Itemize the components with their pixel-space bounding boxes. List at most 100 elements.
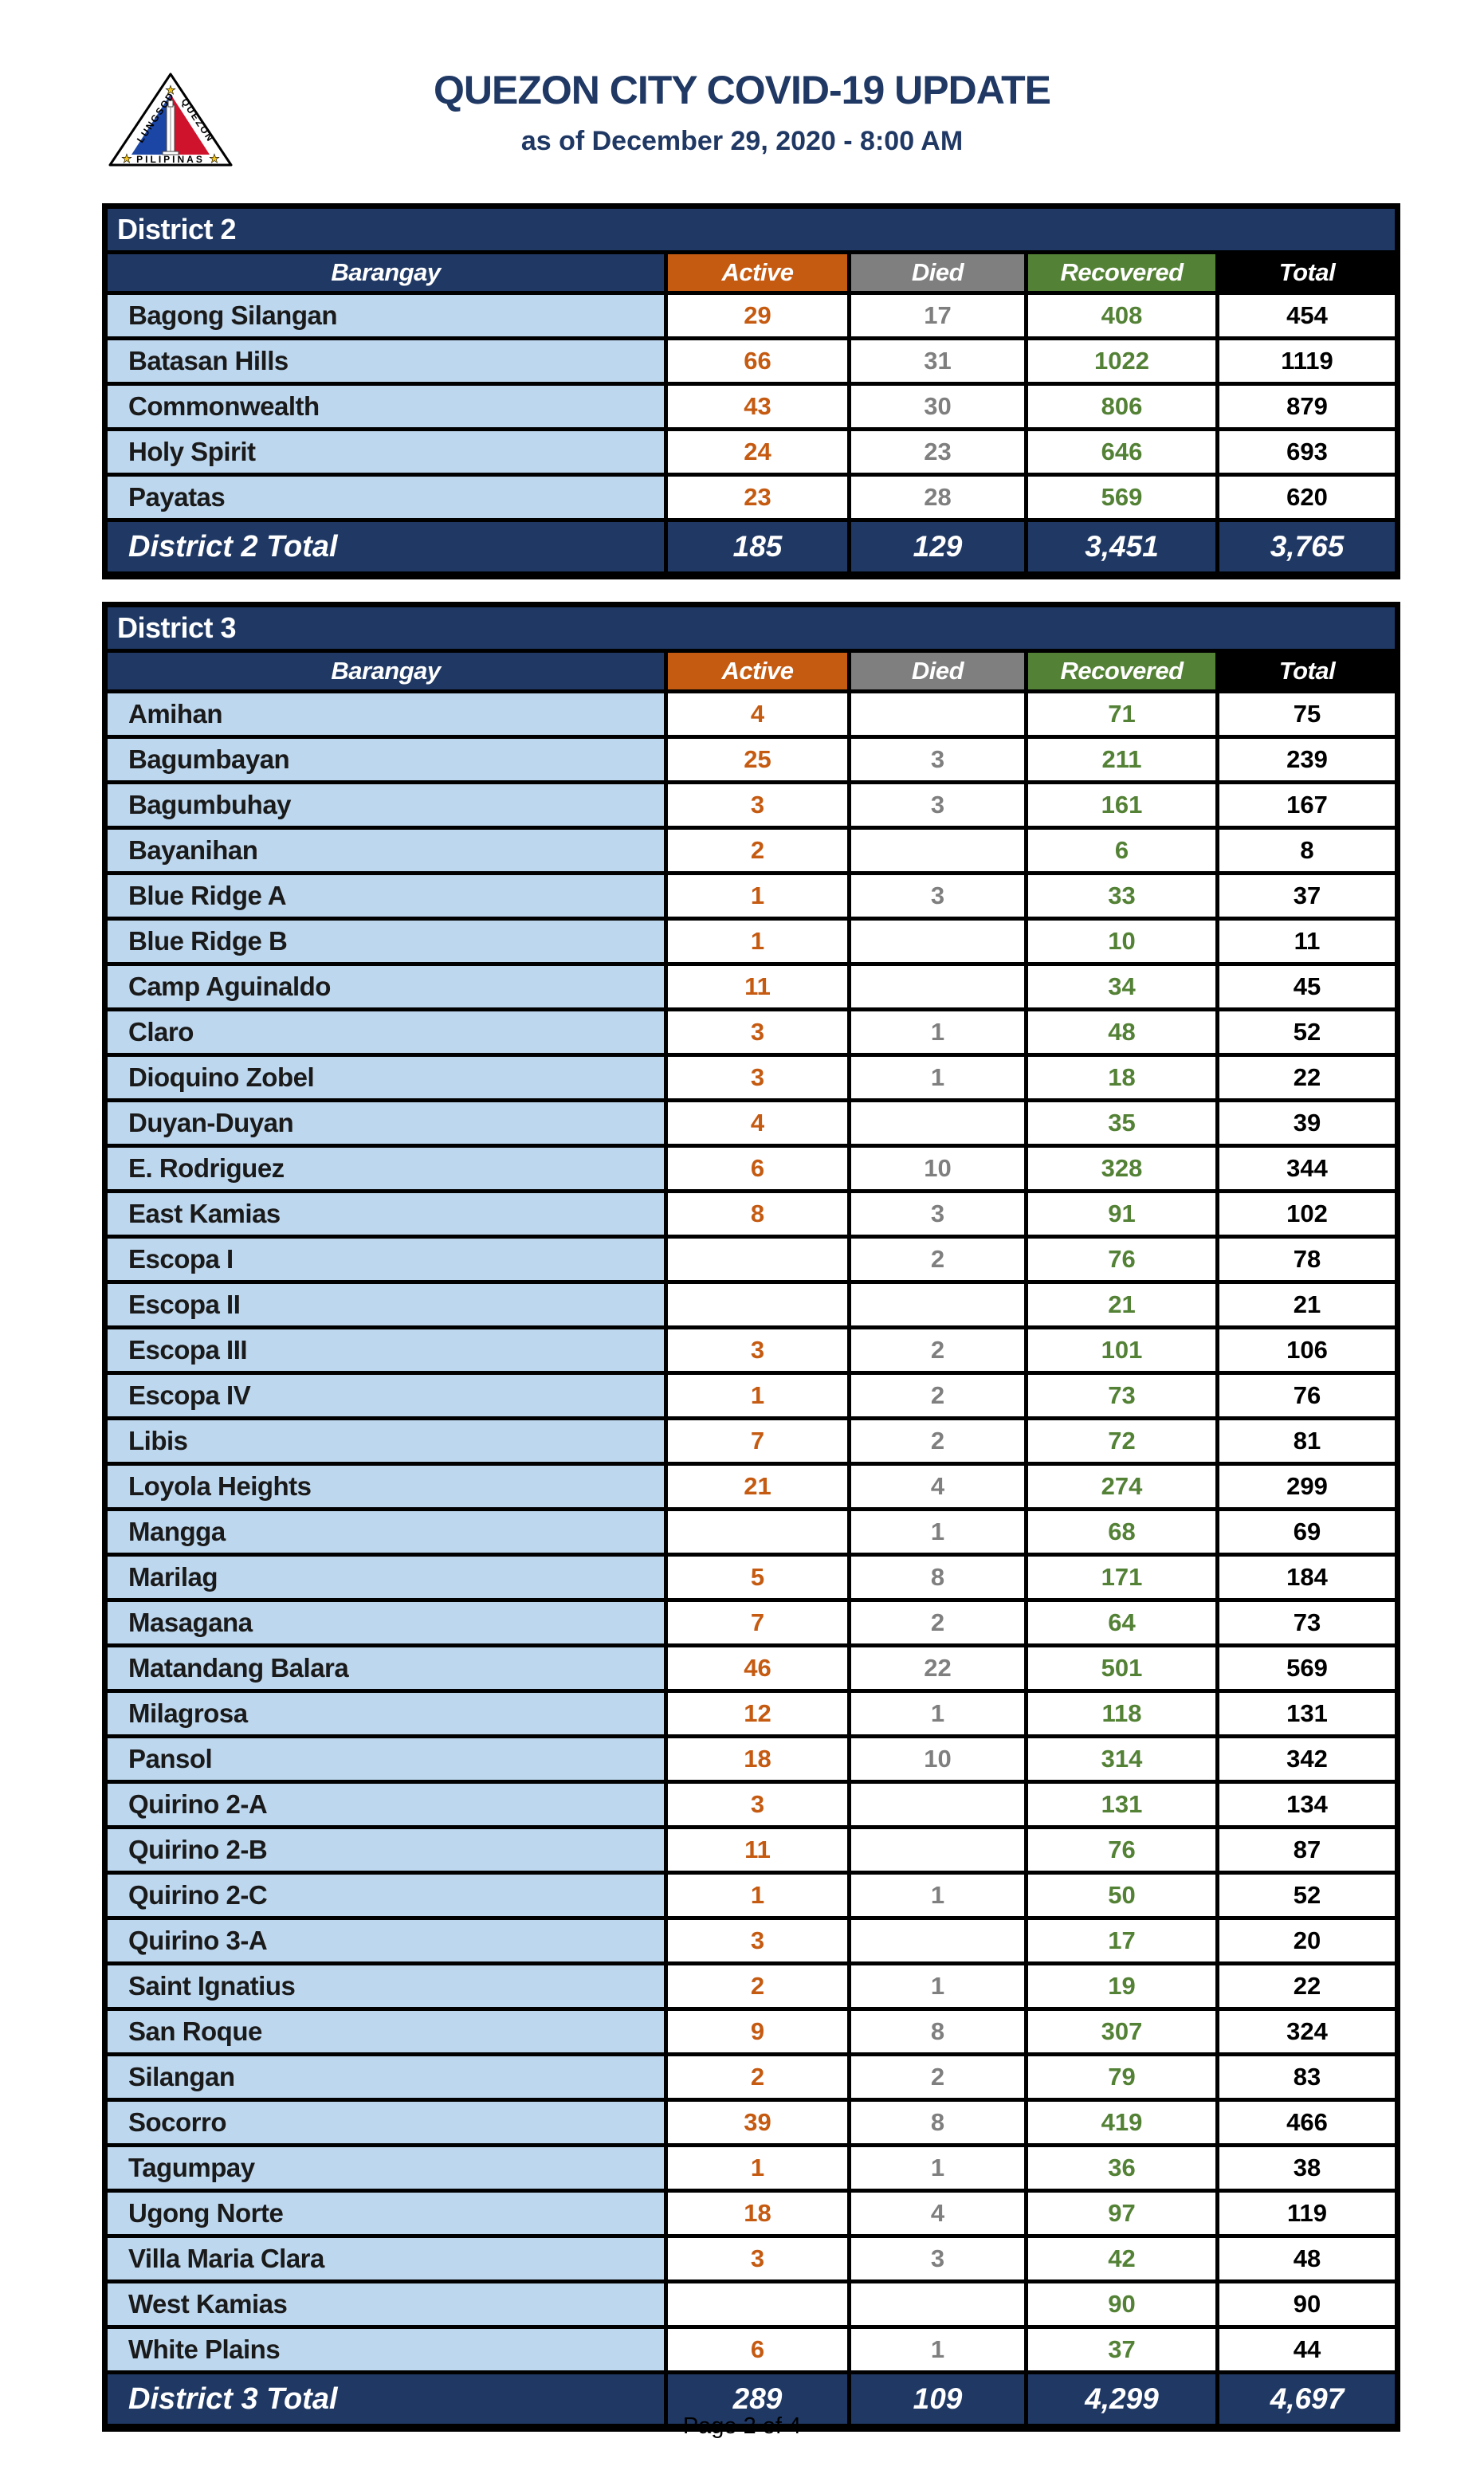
active-cell: 24: [664, 427, 851, 477]
barangay-cell: Pansol: [103, 1734, 668, 1784]
active-cell: 4: [664, 1098, 851, 1148]
svg-text:★: ★: [165, 84, 175, 97]
died-cell: 1: [847, 1053, 1028, 1102]
table-row: Blue Ridge A 1 3 33 37: [103, 871, 1400, 921]
recovered-cell: 10: [1024, 917, 1219, 966]
barangay-cell: Bayanihan: [103, 826, 668, 875]
died-column-header: Died: [847, 649, 1028, 693]
recovered-cell: 97: [1024, 2189, 1219, 2238]
seal-blue-field: [132, 94, 171, 155]
table-row: Quirino 2-A 3 131 134: [103, 1780, 1400, 1829]
died-cell: 8: [847, 1553, 1028, 1602]
table-row: Payatas 23 28 569 620: [103, 473, 1400, 522]
recovered-cell: 72: [1024, 1416, 1219, 1466]
seal-bottom-text: PILIPINAS: [136, 154, 205, 165]
active-cell: 1: [664, 871, 851, 921]
total-cell: 20: [1215, 1916, 1400, 1965]
total-cell: 73: [1215, 1598, 1400, 1647]
barangay-cell: Duyan-Duyan: [103, 1098, 668, 1148]
recovered-cell: 161: [1024, 780, 1219, 830]
barangay-cell: Mangga: [103, 1507, 668, 1557]
died-cell: 31: [847, 336, 1028, 386]
barangay-cell: Villa Maria Clara: [103, 2234, 668, 2283]
died-cell: 30: [847, 382, 1028, 431]
recovered-cell: 79: [1024, 2052, 1219, 2102]
table-row: Escopa I 2 76 78: [103, 1235, 1400, 1284]
recovered-cell: 1022: [1024, 336, 1219, 386]
active-cell: [664, 1235, 851, 1284]
died-cell: 1: [847, 2143, 1028, 2193]
table-row: E. Rodriguez 6 10 328 344: [103, 1144, 1400, 1193]
died-cell: 2: [847, 1235, 1028, 1284]
table-row: Dioquino Zobel 3 1 18 22: [103, 1053, 1400, 1102]
district-3-table: District 3 Barangay Active Died Recovered Tot…: [102, 602, 1400, 2432]
active-cell: 66: [664, 336, 851, 386]
died-cell: 10: [847, 1734, 1028, 1784]
active-cell: 25: [664, 735, 851, 784]
recovered-cell: 6: [1024, 826, 1219, 875]
total-cell: 69: [1215, 1507, 1400, 1557]
recovered-cell: 35: [1024, 1098, 1219, 1148]
barangay-cell: Socorro: [103, 2098, 668, 2147]
seal-stars: ★ ★ ★: [121, 84, 220, 167]
recovered-cell: 501: [1024, 1643, 1219, 1693]
barangay-column-header: Barangay: [103, 649, 668, 693]
page-title: QUEZON CITY COVID-19 UPDATE: [433, 68, 1051, 112]
barangay-cell: Matandang Balara: [103, 1643, 668, 1693]
total-cell: 620: [1215, 473, 1400, 522]
total-cell: 45: [1215, 962, 1400, 1011]
total-cell: 22: [1215, 1961, 1400, 2011]
total-cell: 39: [1215, 1098, 1400, 1148]
recovered-cell: 50: [1024, 1871, 1219, 1920]
died-cell: 1: [847, 2325, 1028, 2374]
died-cell: 22: [847, 1643, 1028, 1693]
barangay-cell: East Kamias: [103, 1189, 668, 1239]
table-row: Quirino 2-C 1 1 50 52: [103, 1871, 1400, 1920]
total-cell: 38: [1215, 2143, 1400, 2193]
active-cell: 2: [664, 1961, 851, 2011]
active-column-header: Active: [664, 250, 851, 295]
district-3-total-active-cell: 289: [664, 2370, 851, 2432]
barangay-cell: E. Rodriguez: [103, 1144, 668, 1193]
total-cell: 52: [1215, 1871, 1400, 1920]
total-cell: 102: [1215, 1189, 1400, 1239]
table-row: Bagumbuhay 3 3 161 167: [103, 780, 1400, 830]
barangay-cell: Bagumbuhay: [103, 780, 668, 830]
district-3-total-died-cell: 109: [847, 2370, 1028, 2432]
table-row: Quirino 2-B 11 76 87: [103, 1825, 1400, 1875]
barangay-cell: Claro: [103, 1007, 668, 1057]
barangay-cell: Libis: [103, 1416, 668, 1466]
total-cell: 134: [1215, 1780, 1400, 1829]
barangay-cell: San Roque: [103, 2007, 668, 2056]
recovered-cell: 42: [1024, 2234, 1219, 2283]
recovered-cell: 76: [1024, 1825, 1219, 1875]
active-cell: 23: [664, 473, 851, 522]
barangay-cell: Loyola Heights: [103, 1462, 668, 1511]
recovered-cell: 17: [1024, 1916, 1219, 1965]
active-cell: 4: [664, 689, 851, 739]
table-row: Amihan 4 71 75: [103, 689, 1400, 739]
barangay-cell: Amihan: [103, 689, 668, 739]
died-cell: 3: [847, 1189, 1028, 1239]
total-cell: 90: [1215, 2279, 1400, 2329]
active-cell: 3: [664, 2234, 851, 2283]
recovered-cell: 171: [1024, 1553, 1219, 1602]
recovered-cell: 36: [1024, 2143, 1219, 2193]
district-2-total-label: District 2 Total: [103, 518, 668, 579]
recovered-cell: 314: [1024, 1734, 1219, 1784]
total-column-header: Total: [1215, 649, 1400, 693]
died-cell: 2: [847, 1371, 1028, 1420]
seal-red-field: [171, 94, 210, 155]
recovered-cell: 64: [1024, 1598, 1219, 1647]
table-row: Tagumpay 1 1 36 38: [103, 2143, 1400, 2193]
table-row: Holy Spirit 24 23 646 693: [103, 427, 1400, 477]
total-cell: 569: [1215, 1643, 1400, 1693]
district-2-title-row: District 2: [103, 204, 1400, 254]
page-subtitle: as of December 29, 2020 - 8:00 AM: [520, 126, 964, 156]
died-cell: 2: [847, 1325, 1028, 1375]
recovered-cell: 18: [1024, 1053, 1219, 1102]
barangay-cell: Quirino 2-A: [103, 1780, 668, 1829]
table-row: Blue Ridge B 1 10 11: [103, 917, 1400, 966]
total-cell: 87: [1215, 1825, 1400, 1875]
died-cell: [847, 1780, 1028, 1829]
